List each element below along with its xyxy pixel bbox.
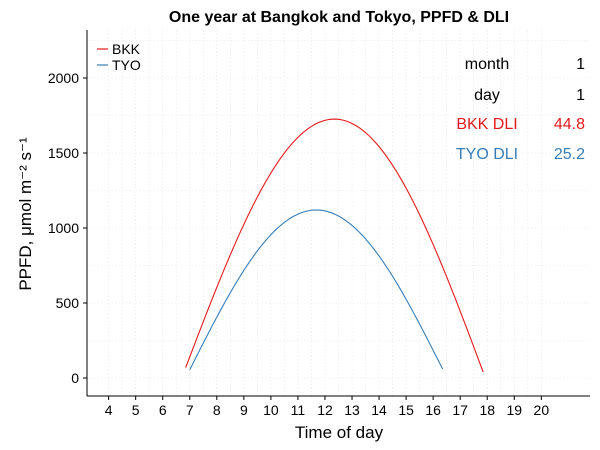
x-tick-label: 20 xyxy=(534,402,550,418)
x-tick-label: 11 xyxy=(291,402,306,418)
chart-title: One year at Bangkok and Tokyo, PPFD & DL… xyxy=(169,9,509,26)
info-table: month 1 day 1 BKK DLI 44.8 TYO DLI 25.2 xyxy=(456,56,585,163)
x-tick-label: 10 xyxy=(263,402,279,418)
info-label: month xyxy=(465,56,509,73)
x-tick-label: 12 xyxy=(317,402,333,418)
info-label: BKK DLI xyxy=(456,116,517,133)
info-value: 44.8 xyxy=(554,116,585,133)
info-value: 1 xyxy=(576,87,585,104)
y-tick-label: 0 xyxy=(71,370,79,386)
x-tick-label: 13 xyxy=(344,402,360,418)
y-tick-label: 1000 xyxy=(48,220,79,236)
series-lines xyxy=(185,118,484,373)
x-tick-label: 8 xyxy=(213,402,221,418)
x-tick-label: 17 xyxy=(452,402,468,418)
y-tick-label: 2000 xyxy=(48,70,79,86)
info-label: day xyxy=(474,87,500,104)
x-tick-label: 19 xyxy=(506,402,522,418)
grid xyxy=(87,30,590,396)
axes xyxy=(86,30,590,397)
x-tick-label: 18 xyxy=(479,402,495,418)
y-tick-label: 500 xyxy=(56,295,80,311)
y-tick-label: 1500 xyxy=(48,145,79,161)
legend-label-tyo: TYO xyxy=(112,57,141,73)
legend-label-bkk: BKK xyxy=(112,41,141,57)
info-value: 25.2 xyxy=(554,146,585,163)
y-axis-ticks: 0 500 1000 1500 2000 xyxy=(48,70,87,386)
x-tick-label: 9 xyxy=(240,402,248,418)
x-axis-ticks: 4 5 6 7 8 9 10 11 12 13 14 15 16 17 18 19 20 xyxy=(105,396,550,418)
info-label: TYO DLI xyxy=(456,146,518,163)
x-tick-label: 4 xyxy=(105,402,113,418)
series-line-bkk xyxy=(185,118,484,373)
x-tick-label: 15 xyxy=(398,402,414,418)
info-value: 1 xyxy=(576,56,585,73)
x-tick-label: 16 xyxy=(425,402,441,418)
x-tick-label: 6 xyxy=(159,402,167,418)
series-line-tyo xyxy=(189,209,444,370)
y-axis-title: PPFD, μmol m⁻² s⁻¹ xyxy=(16,137,35,291)
x-axis-title: Time of day xyxy=(295,423,384,442)
x-tick-label: 7 xyxy=(186,402,194,418)
x-tick-label: 5 xyxy=(132,402,140,418)
x-tick-label: 14 xyxy=(371,402,387,418)
